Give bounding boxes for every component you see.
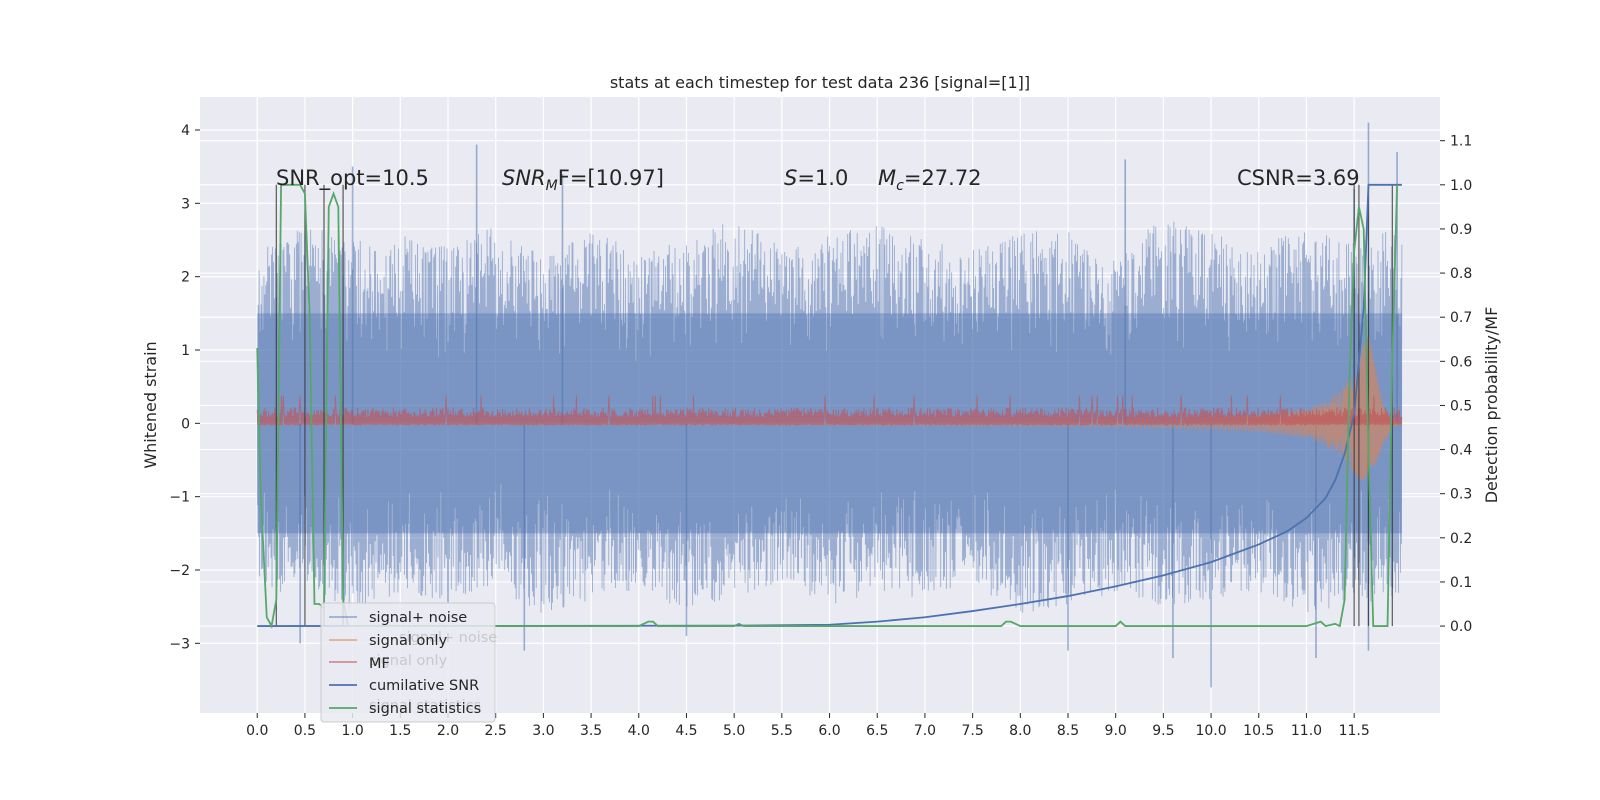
y-left-tick-label-1: 3	[181, 196, 190, 212]
x-tick-label-22: 11.0	[1291, 723, 1322, 739]
axis-ticks: 0.0 0.5 1.0 1.5 2.0 2.5 3.0 3.5 4.0 4.5 5.0 5.5 6.0 6…	[169, 123, 1472, 739]
x-tick-label-2: 1.0	[341, 723, 363, 739]
y-right-tick-label-0: 1.1	[1450, 134, 1472, 150]
y-left-tick-label-6: −2	[169, 563, 190, 579]
x-tick-label-12: 6.0	[818, 723, 840, 739]
y-right-tick-label-9: 0.2	[1450, 531, 1472, 547]
annotation-snr-mf: SNRMF=[10.97]	[502, 166, 664, 194]
x-tick-label-8: 4.0	[628, 723, 650, 739]
x-tick-label-7: 3.5	[580, 723, 602, 739]
x-tick-label-10: 5.0	[723, 723, 745, 739]
x-tick-label-9: 4.5	[675, 723, 697, 739]
annotation-mc-rest: =27.72	[904, 166, 982, 190]
y-axis-label-right: Detection probability/MF	[1482, 307, 1501, 504]
plot-content	[256, 122, 1403, 688]
x-tick-label-19: 9.5	[1152, 723, 1174, 739]
x-tick-label-14: 7.0	[914, 723, 936, 739]
series-cumulative-snr	[257, 183, 1402, 627]
legend-label-cumulative-snr: cumilative SNR	[369, 678, 479, 694]
y-right-tick-label-5: 0.6	[1450, 354, 1472, 370]
y-right-tick-label-11: 0.0	[1450, 619, 1472, 635]
y-left-tick-label-5: −1	[169, 490, 190, 506]
x-tick-label-16: 8.0	[1009, 723, 1031, 739]
y-right-tick-label-6: 0.5	[1450, 398, 1472, 414]
y-left-tick-label-4: 0	[181, 416, 190, 432]
x-tick-label-5: 2.5	[485, 723, 507, 739]
series-mf	[256, 395, 1403, 426]
x-tick-label-0: 0.0	[246, 723, 268, 739]
x-tick-label-1: 0.5	[294, 723, 316, 739]
y-left-tick-label-2: 2	[181, 270, 190, 286]
y-right-tick-label-8: 0.3	[1450, 487, 1472, 503]
x-tick-label-17: 8.5	[1057, 723, 1079, 739]
annotation-s-rest: =1.0	[797, 166, 848, 190]
y-right-tick-label-3: 0.8	[1450, 266, 1472, 282]
annotation-mc: Mc=27.72	[878, 166, 982, 194]
y-left-tick-label-3: 1	[181, 343, 190, 359]
x-tick-label-18: 9.0	[1105, 723, 1127, 739]
series-signal-statistics	[256, 183, 1398, 629]
x-tick-label-3: 1.5	[389, 723, 411, 739]
legend-ghost-2: signal statistics	[369, 698, 481, 714]
x-tick-label-11: 5.5	[771, 723, 793, 739]
y-axis-label-left: Whitened strain	[141, 341, 160, 468]
x-tick-label-21: 10.5	[1243, 723, 1274, 739]
legend-label-signal-noise: signal+ noise	[369, 610, 467, 626]
y-right-tick-label-2: 0.9	[1450, 222, 1472, 238]
y-right-tick-label-4: 0.7	[1450, 310, 1472, 326]
chart-title: stats at each timestep for test data 236…	[610, 73, 1030, 92]
annotation-s-main: S	[784, 166, 797, 190]
x-tick-label-6: 3.0	[532, 723, 554, 739]
legend-label-signal-statistics: signal statistics	[369, 701, 481, 717]
x-tick-label-4: 2.0	[437, 723, 459, 739]
legend-label-signal-only: signal only	[369, 633, 448, 649]
legend-ghost-1: signal only	[369, 653, 448, 669]
annotation-csnr: CSNR=3.69	[1237, 166, 1360, 190]
annotation-snr-mf-rest: F=[10.97]	[558, 166, 664, 190]
annotation-snr-mf-main: SNR	[502, 166, 546, 190]
x-tick-label-13: 6.5	[866, 723, 888, 739]
y-right-tick-label-1: 1.0	[1450, 178, 1472, 194]
annotation-snr-mf-sub: M	[546, 178, 558, 194]
y-right-tick-label-7: 0.4	[1450, 443, 1472, 459]
y-right-tick-label-10: 0.1	[1450, 575, 1472, 591]
y-left-tick-label-7: −3	[169, 636, 190, 652]
annotation-s: S=1.0	[784, 166, 848, 190]
annotation-snr-opt: SNR_opt=10.5	[276, 166, 429, 191]
legend: signal+ noise signal only signal statist…	[320, 602, 497, 723]
x-tick-label-23: 11.5	[1339, 723, 1370, 739]
legend-label-mf: MF	[369, 656, 390, 672]
legend-ghost-0: signal+ noise	[399, 630, 497, 646]
x-tick-label-20: 10.0	[1195, 723, 1226, 739]
series-signal-noise	[256, 221, 1403, 613]
y-left-tick-label-0: 4	[181, 123, 190, 139]
annotation-mc-main: M	[878, 166, 896, 190]
legend-box	[320, 602, 496, 723]
annotation-mc-sub: c	[896, 178, 904, 194]
x-tick-label-15: 7.5	[961, 723, 983, 739]
